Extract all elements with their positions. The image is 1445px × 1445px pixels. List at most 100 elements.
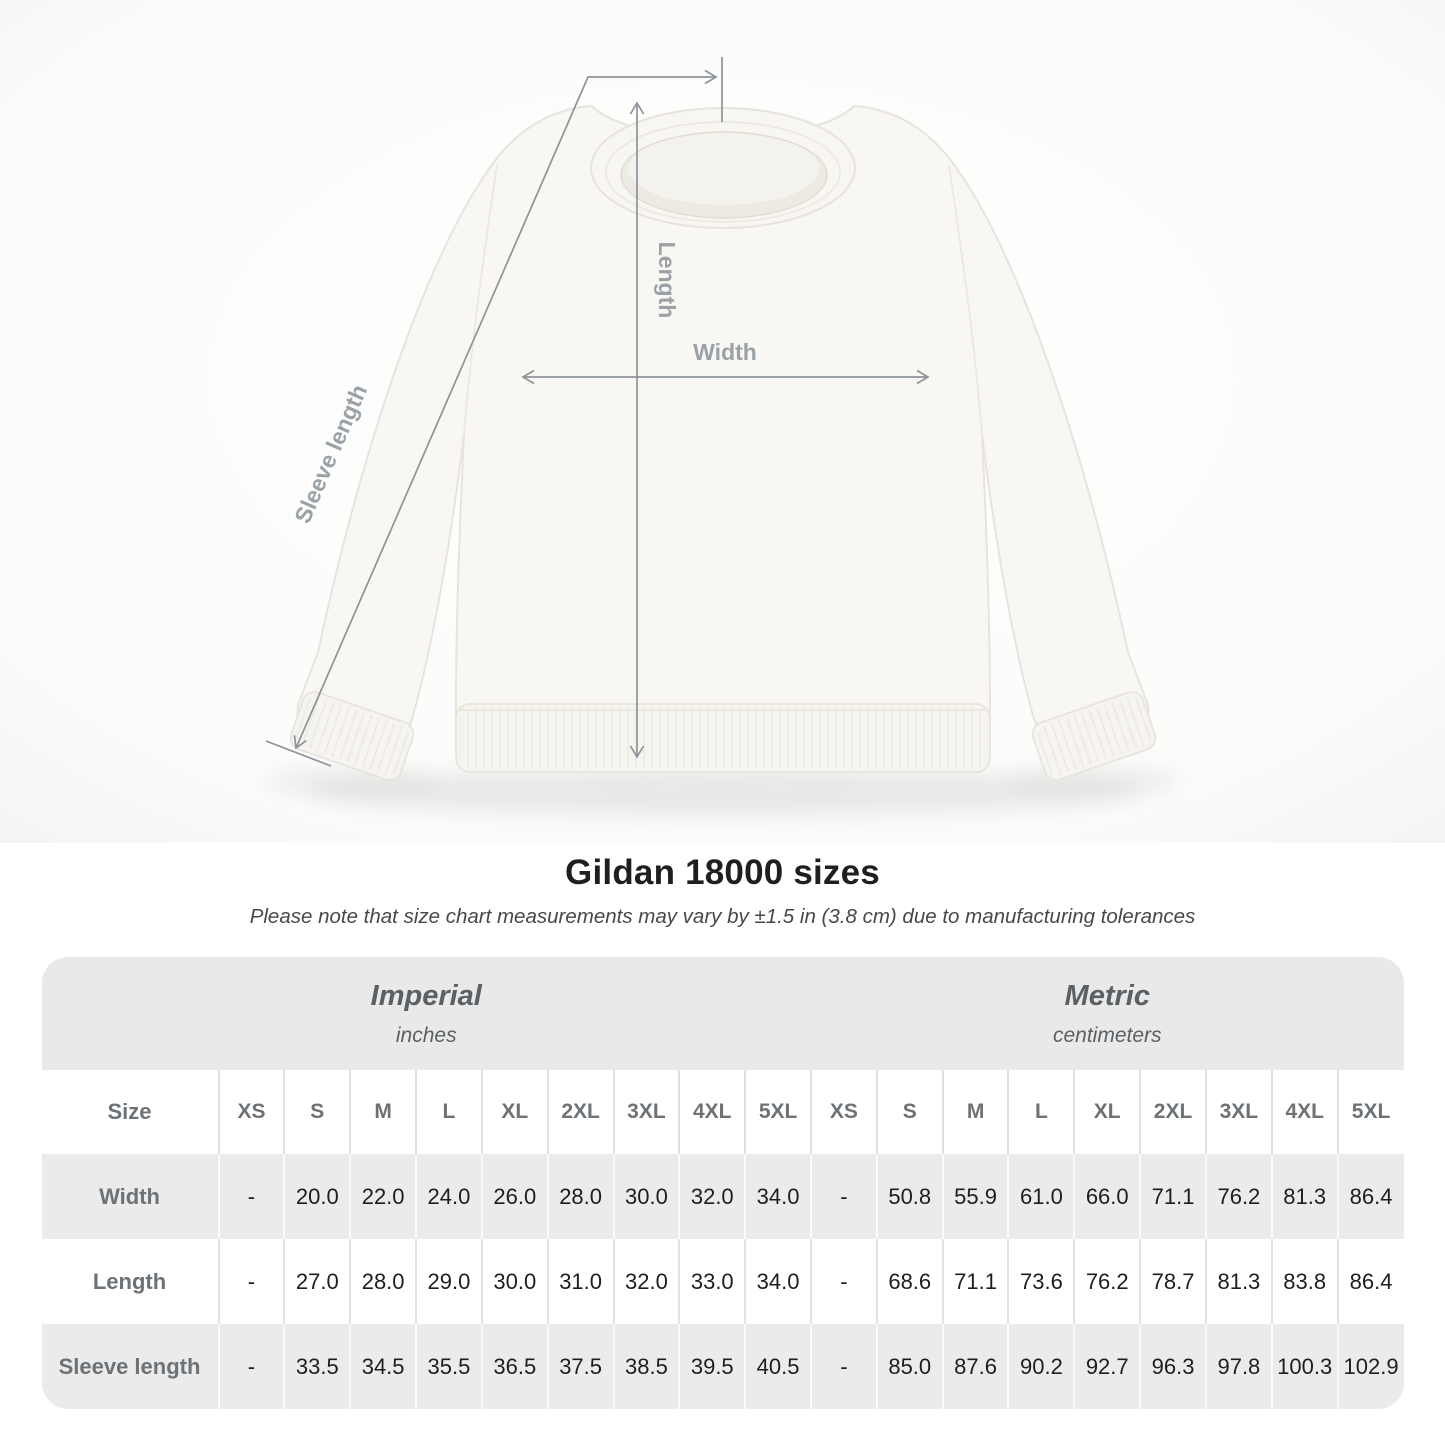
value-cell: 29.0	[415, 1239, 482, 1324]
table-body: Imperial inches Metric centimeters Size …	[41, 957, 1404, 1409]
metric-header: Metric centimeters	[811, 957, 1404, 1070]
value-cell: 87.6	[941, 1324, 1009, 1409]
value-cell: 81.3	[1270, 1154, 1338, 1239]
value-cell: 68.6	[875, 1239, 943, 1324]
sleeve-length-arrow	[293, 69, 718, 750]
value-cell: 32.0	[678, 1154, 746, 1239]
value-cell: 78.7	[1139, 1239, 1206, 1324]
size-table: Imperial inches Metric centimeters Size …	[41, 957, 1404, 1409]
unit-header-row: Imperial inches Metric centimeters	[41, 957, 1404, 1070]
value-cell: 66.0	[1073, 1154, 1141, 1239]
value-cell: 92.7	[1073, 1324, 1141, 1409]
size-header-row: Size XS S M L XL 2XL 3XL 4XL 5XL XS S M L XL 2XL 3XL 4XL…	[41, 1070, 1404, 1154]
value-cell: 55.9	[941, 1154, 1009, 1239]
size-header-cell: XL	[480, 1070, 548, 1154]
value-cell: 76.2	[1204, 1154, 1272, 1239]
size-header-cell: S	[283, 1070, 351, 1154]
imperial-header: Imperial inches	[41, 957, 811, 1070]
size-header-cell: M	[349, 1070, 417, 1154]
size-header-cell: 2XL	[1139, 1070, 1206, 1154]
value-cell: 61.0	[1007, 1154, 1075, 1239]
value-cell: 32.0	[612, 1239, 680, 1324]
length-label: Length	[654, 242, 680, 319]
value-cell: 86.4	[1336, 1154, 1404, 1239]
value-cell: 20.0	[283, 1154, 351, 1239]
size-header-cell: XS	[810, 1070, 877, 1154]
value-cell: 34.0	[744, 1239, 811, 1324]
waistband	[455, 703, 991, 773]
value-cell: 71.1	[941, 1239, 1009, 1324]
size-header-cell: L	[1007, 1070, 1075, 1154]
value-cell: 40.5	[744, 1324, 811, 1409]
value-cell: 71.1	[1139, 1154, 1206, 1239]
size-header-cell: XL	[1073, 1070, 1141, 1154]
value-cell: 34.0	[744, 1154, 811, 1239]
value-cell: 39.5	[678, 1324, 746, 1409]
metric-subtitle: centimeters	[1052, 1023, 1162, 1047]
value-cell: -	[810, 1324, 877, 1409]
value-cell: -	[217, 1324, 285, 1409]
value-cell: 22.0	[349, 1154, 417, 1239]
value-cell: 28.0	[349, 1239, 417, 1324]
value-cell: 73.6	[1007, 1239, 1075, 1324]
row-label: Length	[41, 1239, 219, 1324]
value-cell: -	[810, 1239, 877, 1324]
size-header-cell: XS	[217, 1070, 285, 1154]
table-row: Width -20.0 22.0 24.0 26.0 28.0 30.0 32.0 34.0-5…	[41, 1154, 1404, 1239]
size-header-cell: 3XL	[612, 1070, 680, 1154]
size-header-cell: 3XL	[1204, 1070, 1272, 1154]
value-cell: 35.5	[415, 1324, 482, 1409]
value-cell: 76.2	[1073, 1239, 1141, 1324]
value-cell: 102.9	[1336, 1324, 1404, 1409]
value-cell: 24.0	[415, 1154, 482, 1239]
value-cell: 37.5	[546, 1324, 614, 1409]
row-label: Sleeve length	[41, 1324, 219, 1409]
product-measurement-diagram: Width Length Sleeve length	[0, 0, 1445, 843]
page-title: Gildan 18000 sizes	[565, 853, 880, 892]
value-cell: 36.5	[480, 1324, 548, 1409]
size-header-cell: 4XL	[1270, 1070, 1338, 1154]
value-cell: 96.3	[1139, 1324, 1206, 1409]
size-column-label: Size	[41, 1070, 219, 1154]
value-cell: 81.3	[1204, 1239, 1272, 1324]
value-cell: 100.3	[1270, 1324, 1338, 1409]
table-row: Length -27.0 28.0 29.0 30.0 31.0 32.0 33.0 34.0-…	[41, 1239, 1404, 1324]
size-header-cell: 5XL	[1336, 1070, 1404, 1154]
value-cell: 31.0	[546, 1239, 614, 1324]
value-cell: 38.5	[612, 1324, 680, 1409]
value-cell: 86.4	[1336, 1239, 1404, 1324]
value-cell: 85.0	[875, 1324, 943, 1409]
value-cell: 90.2	[1007, 1324, 1075, 1409]
width-label: Width	[693, 339, 757, 365]
size-header-cell: M	[941, 1070, 1009, 1154]
size-header-cell: S	[875, 1070, 943, 1154]
size-header-cell: L	[415, 1070, 482, 1154]
value-cell: 83.8	[1270, 1239, 1338, 1324]
value-cell: 33.0	[678, 1239, 746, 1324]
value-cell: -	[217, 1239, 285, 1324]
value-cell: 33.5	[283, 1324, 351, 1409]
value-cell: -	[217, 1154, 285, 1239]
tolerance-note: Please note that size chart measurements…	[249, 905, 1196, 928]
size-chart: Imperial inches Metric centimeters Size …	[41, 957, 1404, 1409]
measurement-lines	[265, 57, 930, 767]
row-label: Width	[41, 1154, 219, 1239]
metric-title: Metric	[1064, 979, 1150, 1012]
value-cell: 30.0	[612, 1154, 680, 1239]
size-header-cell: 4XL	[678, 1070, 746, 1154]
value-cell: -	[810, 1154, 877, 1239]
size-header-cell: 2XL	[546, 1070, 614, 1154]
value-cell: 27.0	[283, 1239, 351, 1324]
imperial-subtitle: inches	[395, 1023, 457, 1047]
value-cell: 97.8	[1204, 1324, 1272, 1409]
value-cell: 30.0	[480, 1239, 548, 1324]
right-cuff	[1031, 691, 1157, 781]
collar	[590, 107, 856, 229]
value-cell: 34.5	[349, 1324, 417, 1409]
sweatshirt-diagram-image: Width Length Sleeve length	[0, 0, 1445, 843]
imperial-title: Imperial	[370, 979, 482, 1012]
sleeve-end-tick	[265, 740, 332, 767]
table-row: Sleeve length -33.5 34.5 35.5 36.5 37.5 38.5 39…	[41, 1324, 1404, 1409]
value-cell: 28.0	[546, 1154, 614, 1239]
value-cell: 50.8	[875, 1154, 943, 1239]
